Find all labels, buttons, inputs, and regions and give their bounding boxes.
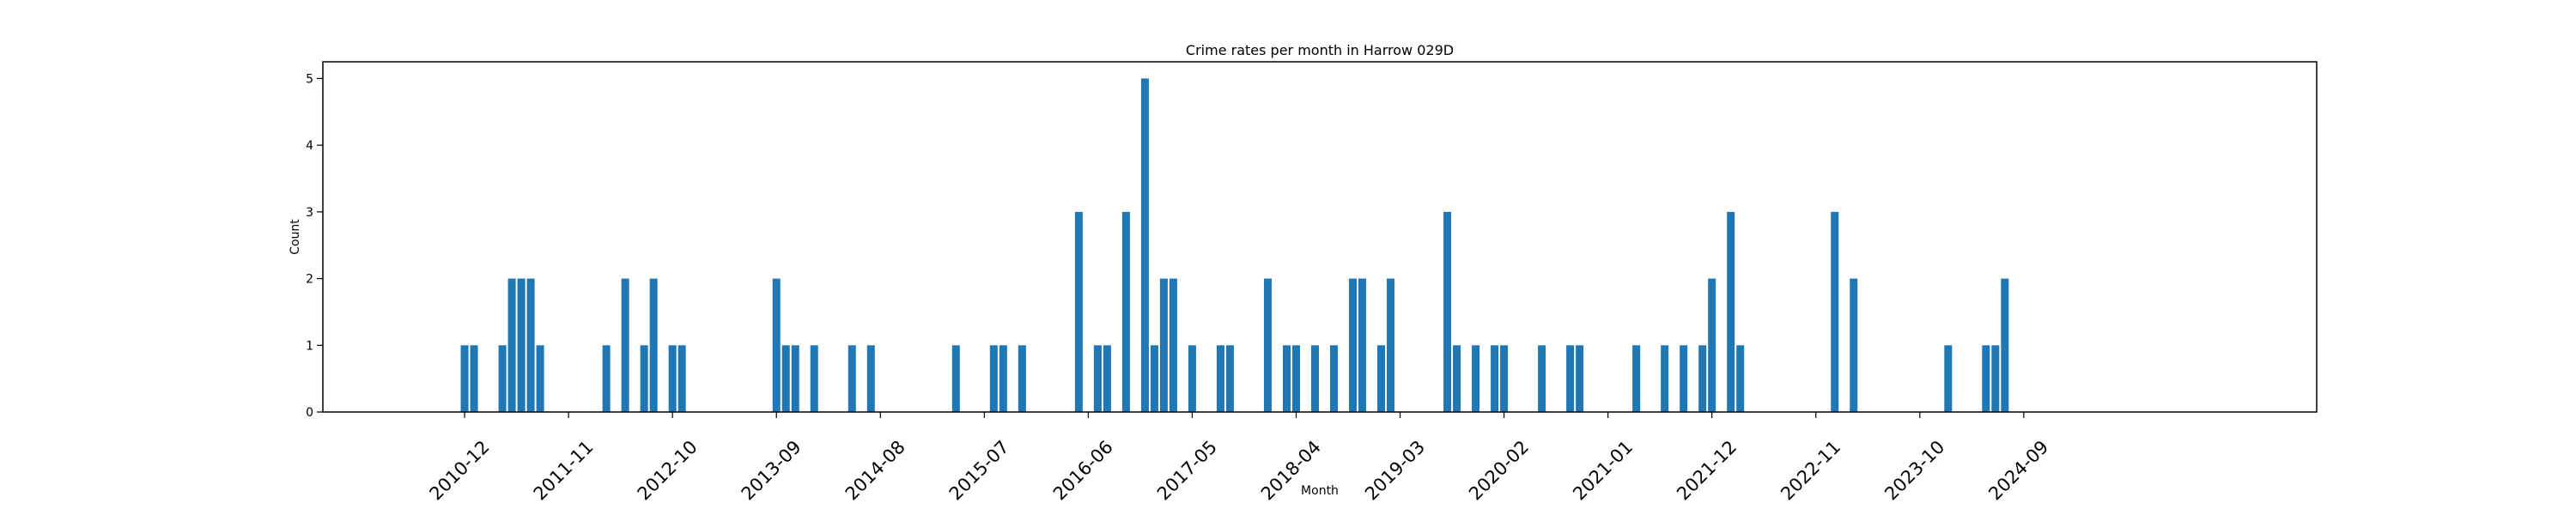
x-tick-label: 2014-08: [841, 437, 909, 505]
bar-2024-06: [1991, 345, 2000, 412]
bar-2021-07: [1661, 345, 1669, 412]
bar-2020-10: [1576, 345, 1584, 412]
bars: [460, 78, 2009, 413]
bar-2016-07: [1093, 345, 1102, 412]
bar-2018-04: [1291, 345, 1300, 412]
bar-2017-09: [1225, 345, 1234, 412]
x-tick-label: 2024-09: [1984, 437, 2052, 505]
bar-2012-08: [649, 278, 658, 412]
bar-2013-11: [791, 345, 799, 412]
x-axis-label: Month: [1301, 484, 1339, 498]
bar-2016-08: [1103, 345, 1111, 412]
bar-2015-04: [951, 345, 960, 412]
bar-2011-08: [536, 345, 544, 412]
x-tick-label: 2021-12: [1673, 437, 1741, 505]
bar-2012-03: [602, 345, 611, 412]
x-tick-label: 2022-11: [1777, 437, 1844, 505]
x-tick-label: 2021-01: [1569, 437, 1637, 505]
bar-2019-08: [1443, 211, 1452, 412]
x-tick-label: 2015-07: [945, 437, 1013, 505]
bar-2023-01: [1831, 211, 1839, 412]
bar-2014-01: [810, 345, 818, 412]
bar-2020-02: [1500, 345, 1509, 412]
bar-2023-03: [1850, 278, 1858, 412]
bar-2016-10: [1121, 211, 1130, 412]
bar-2024-01: [1944, 345, 1953, 412]
bar-2021-12: [1708, 278, 1716, 412]
bar-2022-02: [1727, 211, 1735, 412]
x-tick-label: 2010-12: [426, 437, 494, 505]
bar-2011-07: [526, 278, 535, 412]
bar-2016-05: [1074, 211, 1083, 412]
bar-2021-04: [1632, 345, 1641, 412]
x-tick-label: 2023-10: [1880, 437, 1948, 505]
bar-2012-11: [677, 345, 686, 412]
bar-2018-01: [1263, 278, 1272, 412]
bar-2014-05: [848, 345, 856, 412]
y-tick-label: 0: [306, 406, 313, 420]
bar-2020-06: [1538, 345, 1546, 412]
bar-2017-03: [1169, 278, 1177, 412]
bar-2018-10: [1349, 278, 1358, 412]
chart-title: Crime rates per month in Harrow 029D: [1186, 42, 1454, 58]
bar-2024-07: [2001, 278, 2009, 412]
bar-2013-09: [772, 278, 781, 412]
bar-2017-02: [1159, 278, 1168, 412]
x-tick-label: 2012-10: [634, 437, 702, 505]
bar-2017-05: [1188, 345, 1196, 412]
bar-2022-03: [1736, 345, 1745, 412]
x-tick-label: 2016-06: [1049, 437, 1117, 505]
bar-2018-06: [1310, 345, 1320, 412]
bar-2010-12: [460, 345, 469, 412]
bar-2011-04: [498, 345, 507, 412]
bar-2019-11: [1472, 345, 1480, 412]
bar-2016-12: [1140, 78, 1149, 413]
y-axis: 0 1 2 3 4 5: [306, 72, 323, 420]
bar-2013-10: [781, 345, 790, 412]
bar-2021-09: [1680, 345, 1688, 412]
y-tick-label: 2: [306, 273, 313, 287]
bar-2019-01: [1377, 345, 1386, 412]
x-tick-label: 2011-11: [530, 437, 598, 505]
bar-2024-05: [1982, 345, 1990, 412]
x-tick-label: 2017-05: [1153, 437, 1221, 505]
bar-2019-02: [1387, 278, 1395, 412]
y-tick-label: 5: [306, 72, 313, 86]
bar-2014-07: [866, 345, 875, 412]
x-tick-label: 2020-02: [1465, 437, 1533, 505]
bar-2021-11: [1698, 345, 1707, 412]
bar-2017-08: [1216, 345, 1224, 412]
bar-2018-08: [1330, 345, 1339, 412]
bar-2012-10: [668, 345, 677, 412]
x-tick-label: 2019-03: [1361, 437, 1429, 505]
y-axis-label: Count: [289, 219, 302, 255]
x-axis: 2010-12 2011-11 2012-10 2013-09 2014-08 2015-…: [426, 412, 2052, 505]
y-tick-label: 3: [306, 206, 313, 220]
bar-2020-01: [1491, 345, 1499, 412]
bar-2012-05: [621, 278, 629, 412]
bar-2019-09: [1453, 345, 1461, 412]
bar-2015-09: [999, 345, 1007, 412]
bar-2015-11: [1018, 345, 1026, 412]
bar-2018-11: [1358, 278, 1367, 412]
bar-2017-01: [1150, 345, 1158, 412]
bar-2015-08: [989, 345, 998, 412]
plot-frame: [322, 61, 2318, 413]
bar-2020-09: [1566, 345, 1575, 412]
bar-2011-05: [507, 278, 516, 412]
x-tick-label: 2013-09: [738, 437, 805, 505]
y-tick-label: 4: [306, 139, 313, 153]
bar-2011-06: [517, 278, 526, 412]
bar-2011-01: [470, 345, 478, 412]
bar-2012-07: [640, 345, 648, 412]
bar-2018-03: [1282, 345, 1291, 412]
y-tick-label: 1: [306, 339, 313, 353]
